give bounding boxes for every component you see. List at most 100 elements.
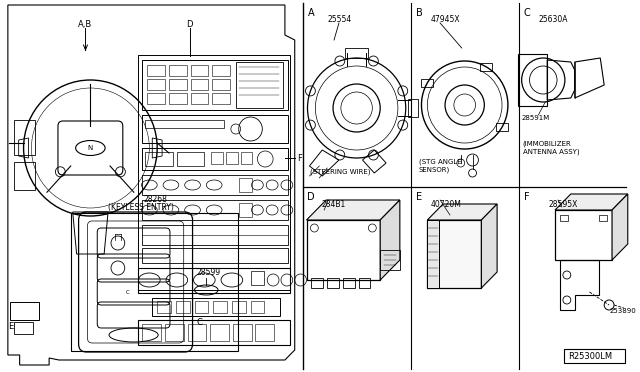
Bar bbox=[143, 324, 161, 341]
Polygon shape bbox=[555, 194, 628, 210]
Bar bbox=[169, 79, 187, 90]
Text: A,B: A,B bbox=[78, 20, 93, 29]
Bar bbox=[212, 65, 230, 76]
Bar bbox=[147, 65, 165, 76]
Bar bbox=[233, 324, 252, 341]
Text: 28595X: 28595X bbox=[548, 200, 577, 209]
Text: 253890: 253890 bbox=[609, 308, 636, 314]
Text: C: C bbox=[524, 8, 531, 18]
Bar bbox=[408, 99, 417, 117]
Bar bbox=[10, 302, 39, 320]
Bar bbox=[213, 301, 227, 313]
Bar bbox=[564, 349, 625, 363]
Bar bbox=[143, 248, 288, 263]
Bar bbox=[343, 278, 355, 288]
Text: 40720M: 40720M bbox=[430, 200, 461, 209]
Bar bbox=[147, 93, 165, 104]
Bar bbox=[255, 324, 274, 341]
Bar bbox=[143, 225, 288, 245]
Bar bbox=[212, 93, 230, 104]
Bar bbox=[380, 250, 400, 270]
Polygon shape bbox=[307, 200, 400, 220]
Text: ANTENNA ASSY): ANTENNA ASSY) bbox=[523, 148, 579, 154]
Polygon shape bbox=[380, 200, 400, 280]
Bar bbox=[241, 152, 253, 164]
Text: D: D bbox=[186, 20, 193, 29]
Text: E: E bbox=[8, 322, 13, 331]
Text: F: F bbox=[524, 192, 529, 202]
Bar bbox=[345, 48, 369, 58]
Bar bbox=[165, 324, 184, 341]
Bar bbox=[191, 93, 208, 104]
Text: B: B bbox=[415, 8, 422, 18]
Bar bbox=[212, 79, 230, 90]
Bar bbox=[191, 79, 208, 90]
Bar bbox=[239, 203, 253, 217]
Bar bbox=[327, 278, 339, 288]
Bar bbox=[211, 152, 223, 164]
Bar bbox=[145, 120, 224, 128]
Text: F: F bbox=[297, 154, 301, 163]
Bar bbox=[312, 278, 323, 288]
Bar bbox=[421, 79, 433, 87]
Bar bbox=[143, 175, 288, 195]
Bar bbox=[481, 63, 492, 71]
Bar bbox=[250, 301, 264, 313]
Bar bbox=[71, 213, 237, 351]
Bar bbox=[143, 115, 288, 143]
Text: (STEERING WIRE): (STEERING WIRE) bbox=[310, 168, 371, 174]
Text: (KEYLESS ENTRY): (KEYLESS ENTRY) bbox=[108, 203, 173, 212]
Bar bbox=[188, 324, 206, 341]
Bar bbox=[239, 178, 253, 192]
Text: A: A bbox=[307, 8, 314, 18]
Bar bbox=[143, 60, 288, 110]
Text: E: E bbox=[415, 192, 422, 202]
Polygon shape bbox=[481, 204, 497, 288]
Polygon shape bbox=[428, 204, 497, 220]
Bar bbox=[560, 215, 568, 221]
Text: C: C bbox=[126, 289, 129, 295]
Bar bbox=[147, 79, 165, 90]
Bar bbox=[428, 220, 439, 288]
Bar bbox=[250, 271, 264, 285]
Bar bbox=[195, 301, 208, 313]
Text: 28591M: 28591M bbox=[522, 115, 550, 121]
Bar bbox=[157, 301, 171, 313]
Text: 25554: 25554 bbox=[327, 15, 351, 24]
Bar bbox=[138, 55, 290, 290]
Bar bbox=[496, 123, 508, 131]
Bar bbox=[13, 120, 35, 155]
Bar bbox=[226, 152, 237, 164]
Bar bbox=[599, 215, 607, 221]
Text: 284B1: 284B1 bbox=[321, 200, 346, 209]
Bar bbox=[169, 65, 187, 76]
Text: 28599: 28599 bbox=[196, 268, 221, 277]
Text: 28268: 28268 bbox=[143, 195, 167, 204]
Text: N: N bbox=[88, 145, 93, 151]
Bar bbox=[555, 210, 612, 260]
Bar bbox=[152, 298, 280, 316]
Text: R25300LM: R25300LM bbox=[568, 352, 612, 361]
Bar bbox=[169, 93, 187, 104]
Bar bbox=[177, 152, 204, 166]
Bar bbox=[176, 301, 189, 313]
Bar bbox=[13, 322, 33, 334]
Text: D: D bbox=[307, 192, 314, 202]
Bar bbox=[236, 62, 283, 108]
Bar bbox=[13, 162, 35, 190]
Text: SENSOR): SENSOR) bbox=[419, 166, 450, 173]
Text: 47945X: 47945X bbox=[430, 15, 460, 24]
Bar bbox=[428, 220, 481, 288]
Polygon shape bbox=[612, 194, 628, 260]
Bar bbox=[138, 268, 290, 293]
Bar bbox=[138, 320, 290, 345]
Text: C: C bbox=[196, 318, 202, 327]
Bar bbox=[143, 200, 288, 220]
Bar bbox=[232, 301, 246, 313]
Bar bbox=[191, 65, 208, 76]
Bar bbox=[358, 278, 371, 288]
Text: (STG ANGLE: (STG ANGLE bbox=[419, 158, 461, 164]
Bar bbox=[307, 220, 380, 280]
Bar bbox=[143, 148, 288, 170]
Text: 25630A: 25630A bbox=[538, 15, 568, 24]
